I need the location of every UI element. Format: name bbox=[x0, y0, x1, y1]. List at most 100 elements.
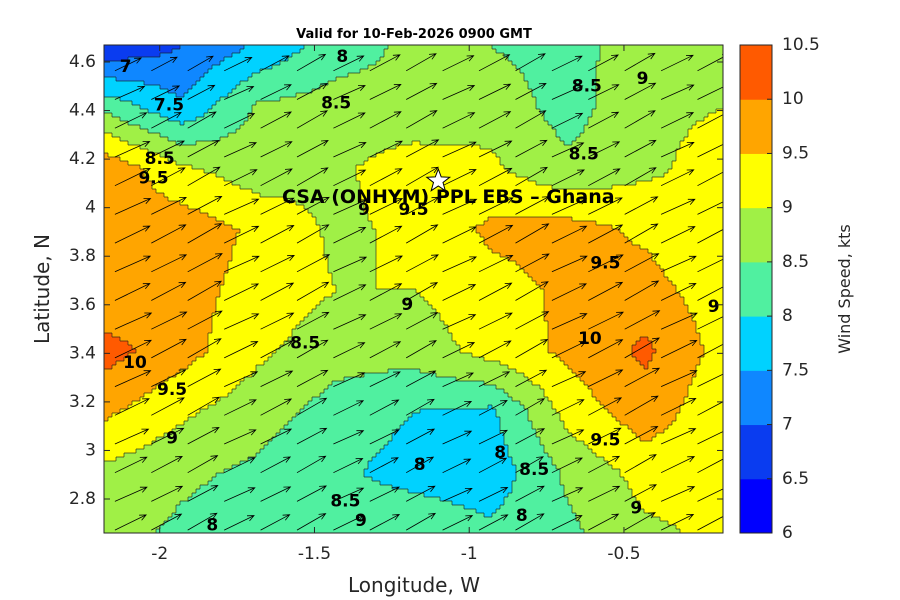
contour-band-cell bbox=[408, 417, 501, 422]
contour-band-cell bbox=[488, 217, 573, 222]
contour-band-cell bbox=[252, 73, 349, 78]
wind-arrow bbox=[442, 256, 478, 273]
contour-band-cell bbox=[104, 461, 241, 466]
contour-band-cell bbox=[504, 53, 601, 58]
contour-band-cell bbox=[112, 333, 209, 338]
contour-band-cell bbox=[484, 357, 561, 362]
contour-band-cell bbox=[652, 345, 705, 350]
contour-band-cell bbox=[228, 93, 297, 98]
contour-band-cell bbox=[668, 521, 723, 526]
contour-band-cell bbox=[596, 89, 723, 94]
contour-band-cell bbox=[252, 373, 365, 378]
contour-band-cell bbox=[104, 281, 225, 286]
contour-band-cell bbox=[200, 209, 309, 214]
contour-band-cell bbox=[564, 493, 633, 498]
contour-band-cell bbox=[160, 525, 581, 530]
contour-band-cell bbox=[128, 405, 209, 410]
contour-band-cell bbox=[648, 249, 723, 254]
contour-band-cell bbox=[540, 385, 589, 390]
wind-arrow bbox=[624, 426, 659, 445]
contour-band-cell bbox=[640, 505, 723, 510]
contour-band-cell bbox=[104, 253, 233, 258]
wind-arrow bbox=[697, 144, 723, 158]
wind-arrow bbox=[369, 255, 403, 273]
contour-band-cell bbox=[696, 329, 723, 334]
contour-band-cell bbox=[104, 113, 113, 118]
contour-band-cell bbox=[104, 49, 173, 54]
contour-band-cell bbox=[572, 369, 697, 374]
contour-band-cell bbox=[332, 293, 421, 298]
contour-band-cell bbox=[572, 433, 637, 438]
wind-arrow bbox=[406, 139, 440, 158]
contour-band-cell bbox=[520, 265, 661, 270]
contour-label: 8 bbox=[336, 47, 348, 67]
contour-band-cell bbox=[180, 45, 245, 50]
contour-band-cell bbox=[104, 465, 233, 470]
contour-band-cell bbox=[380, 57, 509, 62]
contour-band-cell bbox=[104, 237, 237, 242]
contour-band-cell bbox=[392, 433, 505, 438]
contour-band-cell bbox=[104, 233, 237, 238]
contour-band-cell bbox=[132, 101, 217, 106]
contour-band-cell bbox=[496, 49, 601, 54]
contour-band-cell bbox=[632, 489, 723, 494]
contour-band-cell bbox=[212, 65, 273, 70]
contour-band-cell bbox=[104, 469, 225, 474]
contour-band-cell bbox=[508, 445, 545, 450]
wind-arrow bbox=[442, 372, 475, 387]
colorbar-tick-label: 8 bbox=[782, 306, 793, 326]
contour-band-cell bbox=[356, 169, 509, 174]
contour-band-cell bbox=[332, 273, 377, 278]
contour-band-cell bbox=[216, 301, 321, 306]
wind-arrow bbox=[660, 226, 696, 244]
contour-band-cell bbox=[268, 441, 389, 446]
contour-band-cell bbox=[652, 357, 701, 362]
contour-band-cell bbox=[220, 137, 561, 142]
contour-band-cell bbox=[568, 365, 645, 370]
contour-band-cell bbox=[528, 413, 561, 418]
wind-arrow bbox=[151, 427, 185, 445]
contour-band-cell bbox=[244, 121, 549, 126]
contour-band-cell bbox=[400, 425, 501, 430]
wind-arrow bbox=[114, 486, 148, 502]
contour-band-cell bbox=[364, 201, 723, 206]
contour-band-cell bbox=[688, 309, 723, 314]
contour-band-cell bbox=[576, 137, 685, 142]
contour-band-cell bbox=[140, 145, 397, 150]
contour-band-cell bbox=[104, 385, 157, 390]
contour-band-cell bbox=[548, 121, 589, 126]
contour-band-cell bbox=[304, 405, 489, 410]
contour-band-cell bbox=[624, 477, 723, 482]
contour-band-cell bbox=[420, 369, 517, 374]
wind-arrow bbox=[369, 83, 402, 100]
wind-arrow bbox=[369, 225, 403, 244]
wind-arrow bbox=[624, 52, 656, 72]
contour-band-cell bbox=[656, 261, 723, 266]
y-tick-label: 4.6 bbox=[69, 52, 96, 72]
wind-arrow bbox=[224, 487, 256, 502]
contour-band-cell bbox=[304, 45, 389, 50]
wind-arrow bbox=[478, 54, 511, 72]
contour-band-cell bbox=[360, 193, 723, 198]
wind-arrow bbox=[114, 225, 151, 244]
wind-arrow bbox=[660, 397, 697, 416]
contour-band-cell bbox=[532, 277, 669, 282]
wind-arrow bbox=[478, 340, 512, 359]
contour-band-cell bbox=[532, 425, 565, 430]
contour-band-cell bbox=[692, 317, 723, 322]
contour-band-cell bbox=[496, 153, 677, 158]
wind-arrow bbox=[188, 29, 213, 42]
contour-band-cell bbox=[104, 189, 157, 194]
wind-arrow bbox=[260, 398, 293, 416]
contour-band-cell bbox=[208, 69, 261, 74]
x-tick-label: -2 bbox=[151, 544, 168, 564]
contour-band-cell bbox=[104, 185, 153, 190]
wind-arrow bbox=[224, 86, 255, 100]
wind-arrow bbox=[551, 487, 584, 502]
wind-arrow bbox=[588, 427, 622, 445]
wind-arrow bbox=[697, 431, 723, 445]
contour-band-cell bbox=[200, 485, 393, 490]
wind-arrow bbox=[187, 485, 219, 502]
contour-band-cell bbox=[628, 425, 669, 430]
contour-band-cell bbox=[188, 417, 293, 422]
